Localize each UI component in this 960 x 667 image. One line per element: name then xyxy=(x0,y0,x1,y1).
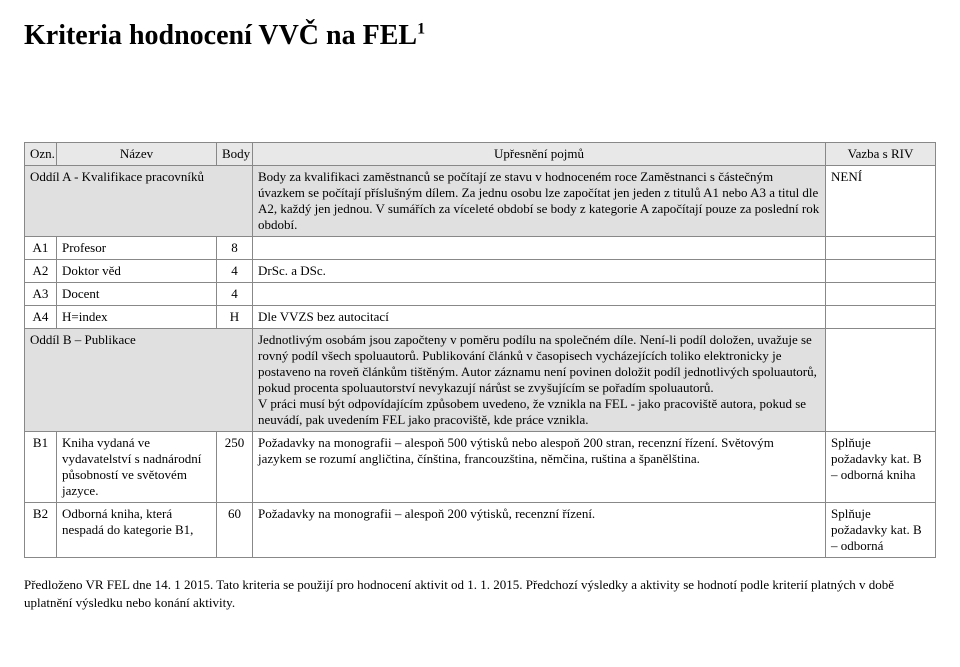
spacer xyxy=(24,92,936,142)
row-b1: B1 Kniha vydaná ve vydavatelství s nadná… xyxy=(25,432,936,503)
section-b-desc: Jednotlivým osobám jsou započteny v pomě… xyxy=(253,329,826,432)
a1-ozn: A1 xyxy=(25,237,57,260)
header-nazev: Název xyxy=(57,143,217,166)
b1-riv: Splňuje požadavky kat. B – odborná kniha xyxy=(826,432,936,503)
section-b-riv xyxy=(826,329,936,432)
b2-body: 60 xyxy=(217,503,253,558)
header-body: Body xyxy=(217,143,253,166)
a1-name: Profesor xyxy=(57,237,217,260)
a2-desc: DrSc. a DSc. xyxy=(253,260,826,283)
section-b-row: Oddíl B – Publikace Jednotlivým osobám j… xyxy=(25,329,936,432)
page-title-sup: 1 xyxy=(417,21,425,38)
row-a1: A1 Profesor 8 xyxy=(25,237,936,260)
a4-body: H xyxy=(217,306,253,329)
a3-ozn: A3 xyxy=(25,283,57,306)
a2-body: 4 xyxy=(217,260,253,283)
a1-riv xyxy=(826,237,936,260)
a4-desc: Dle VVZS bez autocitací xyxy=(253,306,826,329)
a2-name: Doktor věd xyxy=(57,260,217,283)
a4-name: H=index xyxy=(57,306,217,329)
a4-ozn: A4 xyxy=(25,306,57,329)
b2-ozn: B2 xyxy=(25,503,57,558)
b1-name: Kniha vydaná ve vydavatelství s nadnárod… xyxy=(57,432,217,503)
table-header-row: Ozn. Název Body Upřesnění pojmů Vazba s … xyxy=(25,143,936,166)
b1-desc: Požadavky na monografii – alespoň 500 vý… xyxy=(253,432,826,503)
section-b-name: Oddíl B – Publikace xyxy=(25,329,253,432)
footer-note: Předloženo VR FEL dne 14. 1 2015. Tato k… xyxy=(24,576,936,611)
b1-ozn: B1 xyxy=(25,432,57,503)
b2-desc: Požadavky na monografii – alespoň 200 vý… xyxy=(253,503,826,558)
row-a4: A4 H=index H Dle VVZS bez autocitací xyxy=(25,306,936,329)
row-b2: B2 Odborná kniha, která nespadá do kateg… xyxy=(25,503,936,558)
a4-riv xyxy=(826,306,936,329)
a1-desc xyxy=(253,237,826,260)
b1-body: 250 xyxy=(217,432,253,503)
a1-body: 8 xyxy=(217,237,253,260)
section-a-row: Oddíl A - Kvalifikace pracovníků Body za… xyxy=(25,166,936,237)
page-title-text: Kriteria hodnocení VVČ na FEL xyxy=(24,20,417,51)
header-vazba: Vazba s RIV xyxy=(826,143,936,166)
header-upresneni: Upřesnění pojmů xyxy=(253,143,826,166)
page-title: Kriteria hodnocení VVČ na FEL1 xyxy=(24,20,936,52)
section-a-name: Oddíl A - Kvalifikace pracovníků xyxy=(25,166,253,237)
a3-name: Docent xyxy=(57,283,217,306)
a2-ozn: A2 xyxy=(25,260,57,283)
header-ozn: Ozn. xyxy=(25,143,57,166)
row-a3: A3 Docent 4 xyxy=(25,283,936,306)
b2-riv: Splňuje požadavky kat. B – odborná xyxy=(826,503,936,558)
b2-name: Odborná kniha, která nespadá do kategori… xyxy=(57,503,217,558)
a3-desc xyxy=(253,283,826,306)
section-a-riv: NENÍ xyxy=(826,166,936,237)
a3-body: 4 xyxy=(217,283,253,306)
row-a2: A2 Doktor věd 4 DrSc. a DSc. xyxy=(25,260,936,283)
a3-riv xyxy=(826,283,936,306)
criteria-table: Ozn. Název Body Upřesnění pojmů Vazba s … xyxy=(24,142,936,558)
section-a-desc: Body za kvalifikaci zaměstnanců se počít… xyxy=(253,166,826,237)
a2-riv xyxy=(826,260,936,283)
